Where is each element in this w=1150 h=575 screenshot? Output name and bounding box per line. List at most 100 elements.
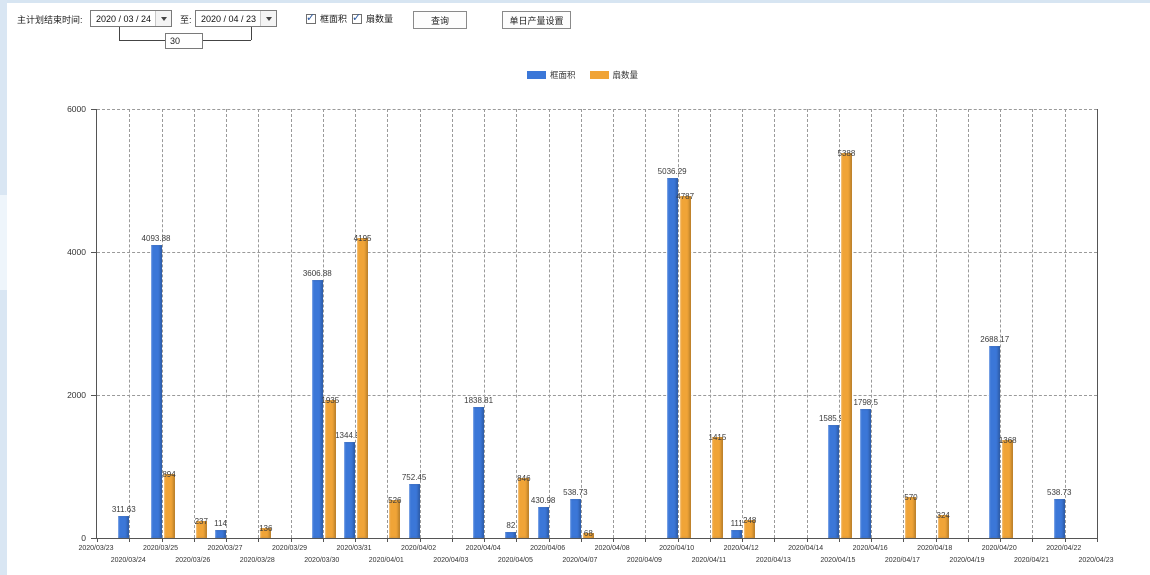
bar-value-label: 324: [936, 510, 950, 520]
bar-value-label: 570: [904, 493, 918, 503]
bar-value-label: 894: [162, 470, 176, 480]
x-axis-tick: [903, 538, 905, 542]
x-axis-tick: [193, 538, 195, 542]
start-date-dropdown-button[interactable]: [155, 11, 171, 26]
x-tick-label: 2020/04/09: [626, 557, 662, 564]
bar-value-label: 538.73: [1047, 488, 1072, 498]
bar-fan-count: [163, 474, 175, 538]
x-tick-label: 2020/04/01: [368, 557, 404, 564]
bar-frame-area: [537, 507, 549, 538]
x-axis-tick: [322, 538, 324, 542]
x-axis-tick: [387, 538, 389, 542]
y-axis-tick: [91, 252, 96, 253]
x-tick-label: 2020/04/18: [917, 545, 953, 552]
x-tick-label: 2020/04/05: [497, 557, 533, 564]
v-gridline: [774, 109, 776, 538]
x-axis-tick: [516, 538, 518, 542]
x-tick-label: 2020/04/11: [691, 557, 727, 564]
x-tick-label: 2020/03/30: [304, 557, 340, 564]
x-tick-label: 2020/04/04: [465, 545, 501, 552]
window-top-edge: [0, 0, 1150, 3]
bar-value-label: 752.45: [401, 473, 427, 483]
x-tick-label: 2020/04/17: [884, 557, 920, 564]
bar-fan-count: [260, 528, 272, 538]
v-gridline: [484, 109, 486, 538]
fan-count-checkbox[interactable]: ✓ 扇数量: [352, 12, 393, 25]
bar-value-label: 5036.29: [657, 166, 687, 176]
start-date-picker[interactable]: 2020 / 03 / 24: [90, 10, 172, 27]
legend-item-frame-area[interactable]: 框面积: [527, 69, 576, 81]
bar-value-label: 1935: [321, 395, 340, 405]
end-date-value[interactable]: 2020 / 04 / 23: [201, 13, 257, 24]
x-axis-tick: [355, 538, 357, 542]
connector-line-right-vertical: [251, 27, 252, 40]
x-axis-tick: [1097, 538, 1098, 542]
v-gridline: [838, 109, 840, 538]
bar-fan-count: [357, 238, 369, 538]
v-gridline: [193, 109, 195, 538]
query-button[interactable]: 查询: [413, 11, 467, 29]
days-between-input[interactable]: 30: [165, 33, 203, 49]
frame-area-checkbox-label: 框面积: [320, 14, 348, 24]
x-axis-tick: [709, 538, 711, 542]
checkbox-checked-box[interactable]: ✓: [352, 12, 362, 24]
x-axis-tick: [1000, 538, 1002, 542]
v-gridline: [742, 109, 744, 538]
bar-value-label: 311.63: [111, 504, 136, 514]
bar-value-label: 4195: [353, 234, 372, 244]
y-axis-tick-label: 2000: [67, 390, 86, 400]
bar-value-label: 114: [214, 518, 227, 528]
bar-value-label: 526: [388, 496, 402, 506]
x-axis-tick: [290, 538, 292, 542]
x-axis-tick: [871, 538, 873, 542]
x-tick-label: 2020/04/12: [723, 545, 759, 552]
x-tick-label: 2020/03/27: [207, 545, 243, 552]
bar-value-label: 1368: [998, 436, 1017, 446]
plot-area: 311.63 4093.88 114 3606.88 1344.95 752.45 1838…: [96, 109, 1098, 542]
bar-frame-area: [344, 441, 356, 538]
end-date-picker[interactable]: 2020 / 04 / 23: [195, 10, 277, 27]
bar-value-label: 1415: [708, 432, 727, 442]
connector-line-left-vertical: [119, 27, 120, 40]
start-date-value[interactable]: 2020 / 03 / 24: [96, 13, 152, 24]
bar-value-label: 111: [730, 519, 743, 529]
bar-value-label: 136: [259, 524, 273, 534]
bar-fan-count: [679, 195, 691, 538]
bar-value-label: 3606.88: [302, 269, 332, 279]
bar-value-label: 1838.81: [464, 395, 494, 405]
bar-frame-area: [569, 499, 581, 538]
legend-label-fan-count: 扇数量: [612, 70, 639, 80]
v-gridline: [1000, 109, 1002, 538]
legend-item-fan-count[interactable]: 扇数量: [589, 69, 639, 81]
x-tick-label: 2020/03/29: [272, 545, 308, 552]
v-gridline: [677, 109, 679, 538]
frame-area-swatch-icon: [527, 71, 546, 79]
to-label: 至:: [180, 15, 192, 25]
daily-output-settings-button[interactable]: 单日产量设置: [502, 11, 571, 29]
end-date-dropdown-button[interactable]: [260, 11, 276, 26]
bar-value-label: 538.73: [563, 488, 588, 498]
x-axis-tick: [580, 538, 582, 542]
chevron-down-icon: [265, 16, 272, 21]
v-gridline: [613, 109, 615, 538]
checkbox-checked-box[interactable]: ✓: [306, 12, 316, 24]
v-gridline: [1032, 109, 1034, 538]
bar-fan-count: [744, 520, 756, 538]
bar-value-label: 248: [742, 516, 757, 526]
left-strip-thumb: [0, 195, 7, 290]
bar-value-label: 430.98: [530, 496, 556, 506]
x-axis-tick: [226, 538, 228, 542]
x-axis-tick: [838, 538, 840, 542]
y-axis-tick: [91, 395, 96, 396]
x-tick-label: 2020/03/23: [78, 545, 114, 552]
bar-value-label: 1344.95: [335, 430, 365, 440]
connector-line-left-horizontal: [119, 40, 165, 41]
bar-fan-count: [518, 477, 530, 538]
x-axis-tick: [97, 538, 98, 542]
x-axis-tick: [258, 538, 260, 542]
x-axis-tick: [548, 538, 550, 542]
y-axis-tick-label: 6000: [67, 104, 86, 114]
bar-fan-count: [389, 500, 401, 538]
frame-area-checkbox[interactable]: ✓ 框面积: [306, 12, 347, 25]
x-axis-tick: [677, 538, 679, 542]
